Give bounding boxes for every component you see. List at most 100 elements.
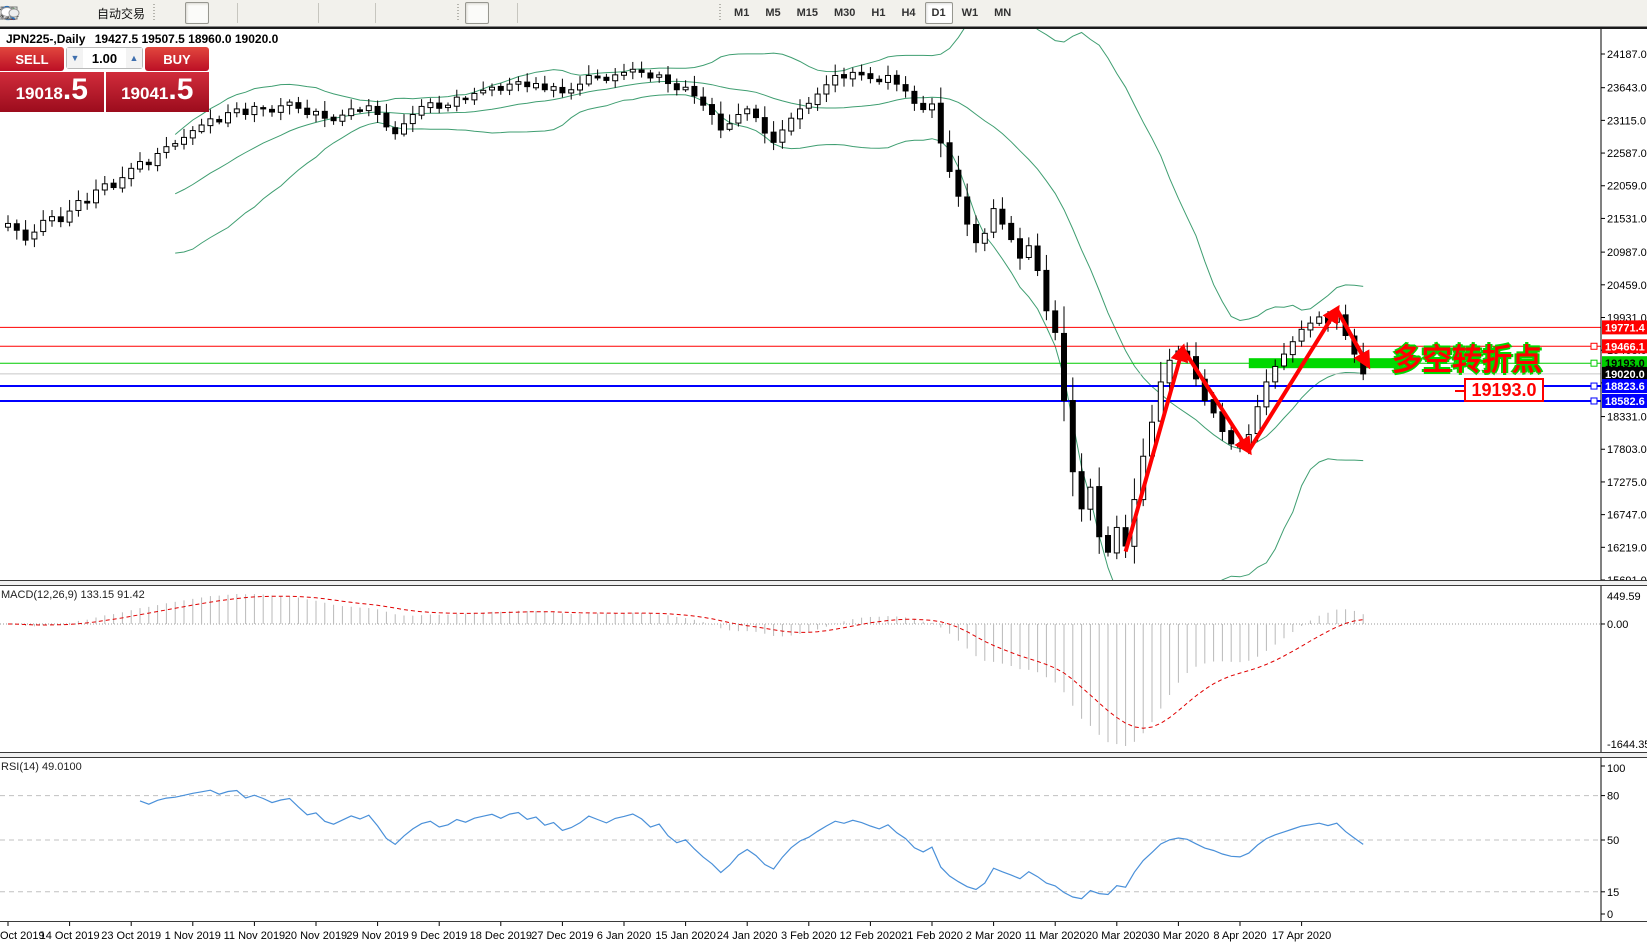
svg-text:15: 15	[1607, 887, 1619, 899]
timeframe-M1[interactable]: M1	[734, 7, 750, 19]
svg-text:24 Jan 2020: 24 Jan 2020	[717, 930, 778, 942]
svg-text:21531.0: 21531.0	[1607, 213, 1647, 225]
svg-text:20 Mar 2020: 20 Mar 2020	[1086, 930, 1148, 942]
bar-chart-button[interactable]	[1, 2, 185, 24]
svg-text:20987.0: 20987.0	[1607, 247, 1647, 259]
auto-scroll-button[interactable]	[1, 2, 347, 24]
toolbar-separator	[237, 3, 239, 23]
toolbar-grip	[457, 4, 463, 22]
svg-text:15 Jan 2020: 15 Jan 2020	[655, 930, 716, 942]
timeframe-M30[interactable]: M30	[834, 7, 856, 19]
rsi-label: RSI(14) 49.0100	[1, 761, 82, 773]
profile-button[interactable]	[0, 2, 70, 24]
svg-text:27 Dec 2019: 27 Dec 2019	[531, 930, 593, 942]
sell-price-main: 19018	[15, 84, 63, 103]
svg-text:24187.0: 24187.0	[1607, 49, 1647, 61]
timeframe-M15[interactable]: M15	[796, 7, 818, 19]
timeframe-D1[interactable]: D1	[924, 2, 953, 24]
equidistant-channel-button[interactable]: E	[0, 2, 618, 24]
svg-text:12 Feb 2020: 12 Feb 2020	[840, 930, 902, 942]
svg-text:15691.0: 15691.0	[1607, 575, 1647, 582]
toolbar-separator	[375, 3, 377, 23]
svg-text:2 Mar 2020: 2 Mar 2020	[966, 930, 1022, 942]
svg-text:18 Dec 2019: 18 Dec 2019	[470, 930, 532, 942]
svg-text:20 Nov 2019: 20 Nov 2019	[285, 930, 347, 942]
zoom-out-button[interactable]	[1, 2, 290, 24]
svg-text:23643.0: 23643.0	[1607, 83, 1647, 95]
svg-text:16219.0: 16219.0	[1607, 542, 1647, 554]
svg-text:-1644.35: -1644.35	[1607, 739, 1647, 751]
svg-text:0.00: 0.00	[1607, 619, 1628, 631]
pane-divider[interactable]	[0, 580, 1647, 586]
text-button[interactable]: A	[2, 2, 666, 24]
signals-button[interactable]	[1, 2, 94, 24]
timeframe-M5[interactable]: M5	[765, 7, 781, 19]
candlestick-chart-button[interactable]	[1, 2, 210, 24]
sell-button[interactable]: SELL	[0, 47, 64, 71]
zoom-in-button[interactable]	[1, 2, 266, 24]
svg-text:6 Jan 2020: 6 Jan 2020	[597, 930, 651, 942]
macd-label: MACD(12,26,9) 133.15 91.42	[1, 589, 145, 601]
rsi-pane[interactable]: 100 80 50 15 0	[0, 758, 1647, 921]
chat-icon[interactable]	[0, 6, 20, 21]
crosshair-button[interactable]	[1, 2, 513, 24]
sell-price-pips: .5	[62, 73, 88, 106]
pane-divider[interactable]	[0, 752, 1647, 758]
macd-pane[interactable]: 449.59 0.00 -1644.35	[0, 586, 1647, 752]
toolbar-separator	[318, 3, 320, 23]
svg-text:80: 80	[1607, 791, 1619, 803]
svg-text:16747.0: 16747.0	[1607, 510, 1647, 522]
volume-value[interactable]: 1.00	[91, 50, 118, 66]
chart-shift-button[interactable]	[1, 2, 371, 24]
autotrade-button[interactable]: 自动交易	[1, 2, 148, 24]
svg-text:20459.0: 20459.0	[1607, 280, 1647, 292]
cursor-button[interactable]	[2, 2, 490, 24]
buy-button[interactable]: BUY	[145, 47, 209, 71]
fibonacci-button[interactable]: F	[1, 2, 642, 24]
timeframe-bar: M1 M5 M15 M30 H1 H4 D1 W1 MN	[727, 2, 1018, 24]
svg-text:23 Oct 2019: 23 Oct 2019	[101, 930, 161, 942]
volume-stepper: ▼ 1.00 ▲	[66, 47, 143, 69]
svg-text:11 Mar 2020: 11 Mar 2020	[1025, 930, 1086, 942]
volume-increase-button[interactable]: ▲	[126, 48, 142, 68]
svg-text:22059.0: 22059.0	[1607, 181, 1647, 193]
chart-title: JPN225-,Daily 19427.5 19507.5 18960.0 19…	[6, 32, 278, 46]
arrows-button[interactable]	[1, 2, 714, 24]
svg-text:17 Apr 2020: 17 Apr 2020	[1272, 930, 1331, 942]
timeframe-MN[interactable]: MN	[994, 7, 1012, 19]
horizontal-line-button[interactable]	[1, 2, 570, 24]
line-chart-button[interactable]	[0, 2, 233, 24]
vertical-line-button[interactable]	[5, 2, 546, 24]
price-callout-box[interactable]: 19193.0	[1455, 378, 1544, 402]
timeframe-H4[interactable]: H4	[901, 7, 916, 19]
tile-windows-button[interactable]	[1, 2, 314, 24]
periods-button[interactable]	[1, 2, 428, 24]
indicators-button[interactable]	[0, 2, 452, 24]
volume-decrease-button[interactable]: ▼	[67, 48, 83, 68]
svg-text:19466.1: 19466.1	[1605, 341, 1645, 353]
svg-text:8 Apr 2020: 8 Apr 2020	[1213, 930, 1266, 942]
svg-text:50: 50	[1607, 835, 1619, 847]
timeframe-H1[interactable]: H1	[871, 7, 886, 19]
buy-price-main: 19041	[121, 84, 169, 103]
svg-text:Oct 2019: Oct 2019	[0, 930, 45, 942]
main-price-pane[interactable]: 24187.0 23643.0 23115.0 22587.0 22059.0 21531…	[0, 29, 1647, 582]
buy-price-pips: .5	[168, 73, 194, 106]
svg-text:449.59: 449.59	[1607, 591, 1641, 603]
svg-text:17803.0: 17803.0	[1607, 444, 1647, 456]
autotrade-label: 自动交易	[97, 6, 146, 21]
chart-symbol-period: JPN225-,Daily	[6, 32, 86, 46]
svg-text:11 Nov 2019: 11 Nov 2019	[224, 930, 286, 942]
svg-text:19771.4: 19771.4	[1605, 322, 1646, 334]
new-chart-button[interactable]	[0, 2, 404, 24]
chart-window[interactable]: JPN225-,Daily 19427.5 19507.5 18960.0 19…	[0, 29, 1647, 950]
svg-text:21 Feb 2020: 21 Feb 2020	[901, 930, 963, 942]
svg-text:18823.6: 18823.6	[1605, 381, 1645, 393]
text-label-button[interactable]: T	[0, 2, 690, 24]
buy-price[interactable]: 19041.5	[104, 72, 209, 112]
history-center-button[interactable]	[1, 2, 46, 24]
timeframe-W1[interactable]: W1	[961, 7, 979, 19]
sell-price[interactable]: 19018.5	[0, 72, 105, 112]
trendline-button[interactable]	[1, 2, 594, 24]
